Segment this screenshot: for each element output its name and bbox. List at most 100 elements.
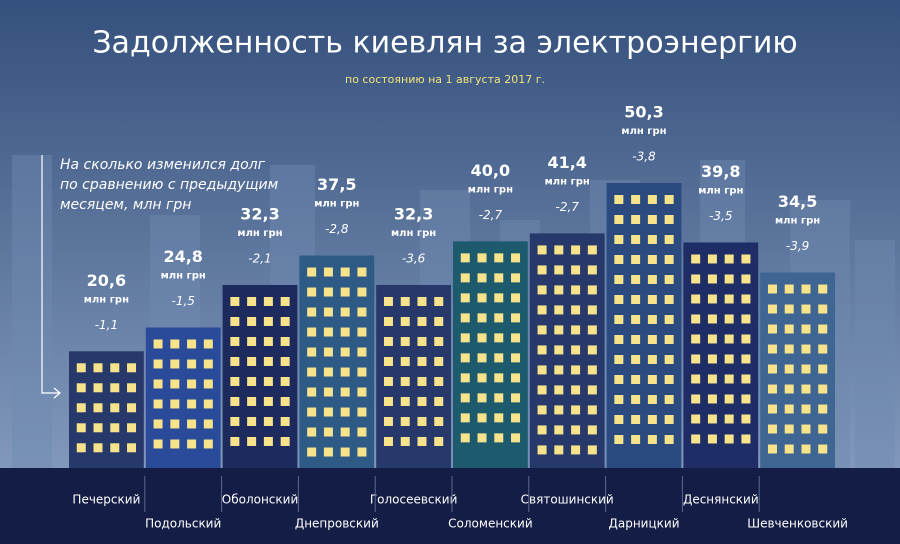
window	[383, 316, 393, 326]
window	[460, 413, 470, 423]
window	[417, 376, 427, 386]
window	[664, 295, 674, 304]
value-label: 20,6	[87, 271, 126, 290]
window	[724, 294, 734, 304]
window	[400, 376, 410, 386]
window	[587, 265, 597, 275]
window	[537, 405, 547, 415]
window	[724, 254, 734, 264]
value-label: 37,5	[317, 175, 356, 194]
window	[587, 425, 597, 435]
window	[767, 304, 777, 314]
window	[494, 313, 504, 323]
window	[691, 314, 701, 324]
window	[818, 324, 828, 334]
window	[383, 396, 393, 406]
window	[323, 327, 333, 337]
window	[494, 253, 504, 263]
window	[587, 285, 597, 295]
window	[127, 423, 137, 433]
window	[494, 413, 504, 423]
window	[741, 334, 751, 344]
window	[664, 315, 674, 324]
window	[93, 403, 103, 413]
window	[587, 365, 597, 375]
value-label: 39,8	[701, 162, 740, 181]
window	[818, 384, 828, 394]
window	[307, 327, 317, 337]
window	[340, 387, 350, 397]
window	[417, 436, 427, 446]
value-label: 24,8	[163, 247, 202, 266]
window	[434, 416, 444, 426]
window	[460, 293, 470, 303]
window	[357, 367, 367, 377]
window	[203, 359, 213, 369]
window	[460, 253, 470, 263]
window	[647, 195, 657, 204]
window	[263, 356, 273, 366]
window	[153, 339, 163, 349]
window	[537, 365, 547, 375]
window	[614, 335, 624, 344]
window	[664, 235, 674, 244]
window	[460, 273, 470, 283]
change-label: -2,1	[248, 251, 271, 265]
window	[110, 423, 120, 433]
window	[537, 265, 547, 275]
window	[554, 405, 564, 415]
window	[110, 443, 120, 453]
window	[707, 414, 717, 424]
window	[307, 407, 317, 417]
window	[357, 387, 367, 397]
window	[614, 375, 624, 384]
window	[511, 393, 521, 403]
window	[537, 445, 547, 455]
window	[724, 334, 734, 344]
unit-label: млн грн	[314, 199, 359, 210]
window	[434, 336, 444, 346]
window	[664, 275, 674, 284]
window	[691, 274, 701, 284]
x-tick-label: Оболонский	[222, 493, 299, 507]
window	[664, 215, 674, 224]
x-tick-label: Святошинский	[521, 493, 614, 507]
x-tick-label: Днепровский	[295, 517, 379, 531]
window	[340, 447, 350, 457]
window	[434, 296, 444, 306]
window	[664, 375, 674, 384]
window	[664, 435, 674, 444]
window	[631, 235, 641, 244]
window	[280, 436, 290, 446]
window	[767, 404, 777, 414]
window	[614, 255, 624, 264]
window	[323, 427, 333, 437]
window	[494, 353, 504, 363]
change-label: -3,8	[632, 150, 656, 164]
window	[477, 313, 487, 323]
window	[741, 314, 751, 324]
window	[263, 316, 273, 326]
change-label: -3,9	[786, 239, 809, 253]
window	[801, 404, 811, 414]
window	[477, 333, 487, 343]
window	[664, 415, 674, 424]
window	[631, 375, 641, 384]
change-label: -3,5	[709, 209, 732, 223]
window	[741, 434, 751, 444]
window	[434, 356, 444, 366]
window	[280, 396, 290, 406]
change-label: -2,7	[479, 208, 503, 222]
window	[280, 336, 290, 346]
window	[477, 253, 487, 263]
window	[784, 364, 794, 374]
window	[554, 345, 564, 355]
window	[537, 245, 547, 255]
window	[153, 399, 163, 409]
window	[741, 354, 751, 364]
window	[571, 245, 581, 255]
change-label: -1,5	[171, 294, 194, 308]
window	[203, 419, 213, 429]
window	[784, 404, 794, 414]
window	[614, 415, 624, 424]
